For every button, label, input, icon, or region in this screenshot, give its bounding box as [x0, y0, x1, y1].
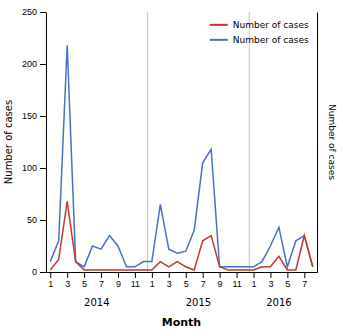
- tick: 1: [48, 272, 53, 289]
- x-axis-title: Month: [162, 316, 201, 329]
- axis-line: [317, 13, 318, 273]
- legend: Number of cases Number of cases: [210, 20, 309, 45]
- tick: 7: [302, 272, 307, 289]
- tick-label: 7: [99, 279, 104, 289]
- tick-mark: [152, 272, 153, 278]
- tick-label: 5: [82, 279, 87, 289]
- tick-label: 100: [22, 163, 37, 173]
- tick: 50: [27, 215, 46, 225]
- legend-item: Number of cases: [210, 35, 309, 45]
- chart: 1357911135791113570501001502002502014201…: [0, 0, 343, 336]
- tick-mark: [84, 272, 85, 278]
- tick-mark: [304, 272, 305, 278]
- tick-mark: [270, 272, 271, 278]
- tick: 250: [22, 7, 46, 17]
- tick-label: 3: [65, 279, 70, 289]
- y2-axis-title: Number of cases: [327, 104, 337, 180]
- tick: 7: [201, 272, 206, 289]
- tick: 11: [131, 272, 140, 289]
- separators: [148, 12, 250, 272]
- legend-item: Number of cases: [210, 20, 309, 30]
- tick: 1: [150, 272, 155, 289]
- annotation: 2014: [84, 297, 109, 308]
- axis-line: [47, 272, 318, 273]
- lines: [50, 45, 313, 270]
- tick-mark: [253, 272, 254, 278]
- tick-mark: [135, 272, 136, 278]
- annotation: 2015: [186, 297, 211, 308]
- tick-label: 7: [302, 279, 307, 289]
- tick-mark: [287, 272, 288, 278]
- tick-label: 5: [184, 279, 189, 289]
- tick-mark: [220, 272, 221, 278]
- tick: 200: [22, 59, 46, 69]
- tick: 9: [116, 272, 121, 289]
- tick-label: 0: [32, 267, 37, 277]
- tick-mark: [40, 168, 46, 169]
- tick: 3: [268, 272, 273, 289]
- tick-mark: [203, 272, 204, 278]
- tick-mark: [40, 220, 46, 221]
- tick: 7: [99, 272, 104, 289]
- series-line: [50, 45, 313, 267]
- tick-mark: [40, 12, 46, 13]
- tick-label: 5: [285, 279, 290, 289]
- tick: 150: [22, 111, 46, 121]
- legend-swatch: [210, 24, 228, 26]
- tick-mark: [169, 272, 170, 278]
- tick-mark: [40, 272, 46, 273]
- tick-mark: [237, 272, 238, 278]
- tick-label: 11: [232, 279, 241, 289]
- separator: [249, 12, 250, 272]
- tick: 3: [167, 272, 172, 289]
- tick-mark: [186, 272, 187, 278]
- tick: 100: [22, 163, 46, 173]
- separator: [147, 12, 148, 272]
- legend-label: Number of cases: [233, 35, 309, 45]
- tick-label: 9: [218, 279, 223, 289]
- tick: 5: [184, 272, 189, 289]
- legend-swatch: [210, 39, 228, 41]
- tick: 9: [218, 272, 223, 289]
- tick-label: 1: [150, 279, 155, 289]
- series-line: [50, 201, 313, 270]
- y-axis: 0 50 100 150 200 250: [22, 7, 47, 277]
- y2-axis: [317, 13, 318, 273]
- annotations: 2014 2015 2016: [84, 297, 292, 308]
- tick-mark: [40, 116, 46, 117]
- tick: 3: [65, 272, 70, 289]
- tick-label: 200: [22, 59, 37, 69]
- tick-mark: [50, 272, 51, 278]
- tick-label: 9: [116, 279, 121, 289]
- annotation: 2016: [266, 297, 291, 308]
- tick-label: 1: [48, 279, 53, 289]
- tick: 5: [82, 272, 87, 289]
- tick-mark: [67, 272, 68, 278]
- tick-label: 11: [131, 279, 140, 289]
- tick: 0: [32, 267, 46, 277]
- tick: 5: [285, 272, 290, 289]
- tick-label: 3: [268, 279, 273, 289]
- tick-label: 3: [167, 279, 172, 289]
- tick: 11: [232, 272, 241, 289]
- tick-label: 150: [22, 111, 37, 121]
- plot: 1357911135791113570501001502002502014201…: [22, 7, 318, 329]
- tick-mark: [101, 272, 102, 278]
- tick-mark: [118, 272, 119, 278]
- tick-label: 50: [27, 215, 37, 225]
- tick-label: 7: [201, 279, 206, 289]
- x-axis: 135791113579111357: [47, 272, 318, 289]
- axis-line: [46, 13, 47, 273]
- y-axis-title: Number of cases: [3, 100, 14, 184]
- tick-label: 1: [251, 279, 256, 289]
- tick: 1: [251, 272, 256, 289]
- legend-label: Number of cases: [233, 20, 309, 30]
- tick-label: 250: [22, 7, 37, 17]
- tick-mark: [40, 64, 46, 65]
